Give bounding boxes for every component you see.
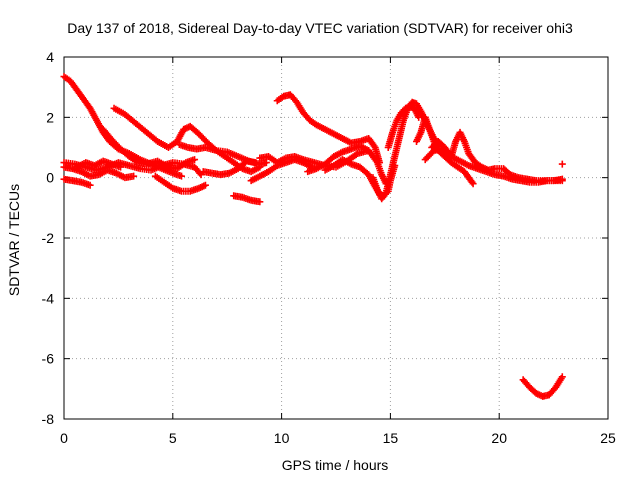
- chart-title: Day 137 of 2018, Sidereal Day-to-day VTE…: [67, 20, 573, 36]
- y-tick-label: 2: [46, 109, 54, 125]
- data-point: [558, 160, 566, 168]
- data-point: [415, 113, 423, 121]
- data-point: [468, 178, 476, 186]
- y-tick-label: -8: [42, 411, 55, 427]
- y-tick-label: -6: [42, 351, 55, 367]
- x-tick-label: 0: [60, 430, 68, 446]
- data-point: [86, 181, 94, 189]
- x-tick-label: 15: [383, 430, 399, 446]
- data-point: [558, 177, 566, 185]
- y-axis-label: SDTVAR / TECUs: [6, 183, 22, 297]
- x-tick-label: 20: [491, 430, 507, 446]
- data-point: [381, 190, 389, 198]
- data-point: [130, 172, 138, 180]
- data-point: [256, 198, 264, 206]
- data-point: [178, 172, 186, 180]
- data-point: [251, 159, 259, 167]
- grid-lines: [64, 57, 608, 419]
- data-point: [201, 181, 209, 189]
- data-point: [558, 373, 566, 381]
- y-tick-label: -4: [42, 290, 55, 306]
- x-tick-label: 5: [169, 430, 177, 446]
- data-point: [191, 156, 199, 164]
- y-tick-label: 0: [46, 170, 54, 186]
- data-point: [469, 180, 477, 188]
- y-tick-label: -2: [42, 230, 55, 246]
- x-axis-label: GPS time / hours: [281, 457, 389, 473]
- axis-ticks: 0 5 10 15 20 25 -8 -6 -4 -2 0 2 4: [42, 49, 616, 446]
- y-tick-label: 4: [46, 49, 54, 65]
- data-points: [60, 73, 566, 400]
- x-tick-label: 10: [274, 430, 290, 446]
- x-tick-label: 25: [600, 430, 616, 446]
- data-point: [196, 169, 204, 177]
- data-point: [117, 163, 125, 171]
